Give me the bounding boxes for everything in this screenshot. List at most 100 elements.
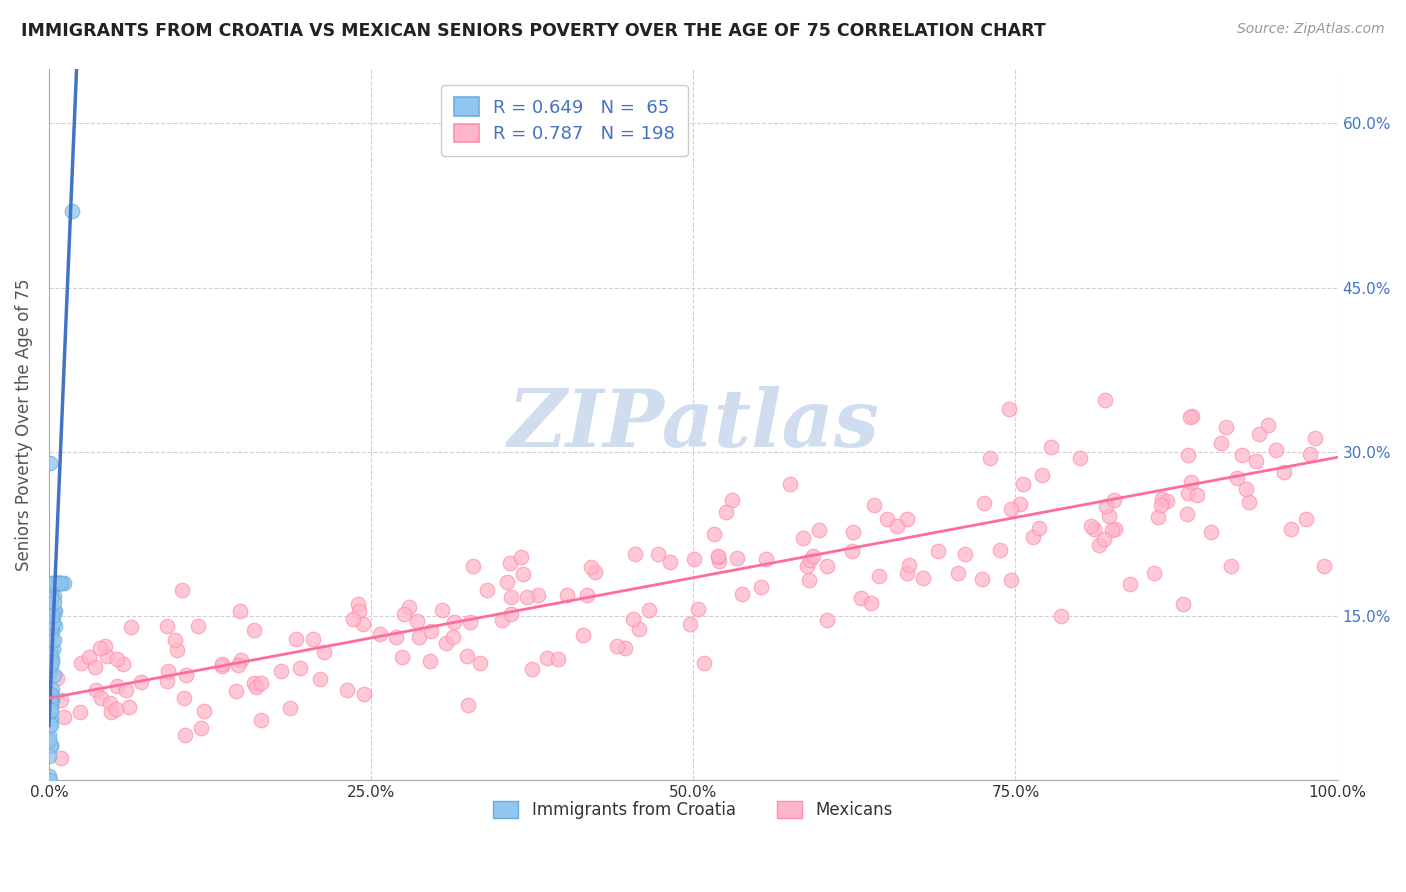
Point: [302, 632, 325, 646]
Point: [41, 613, 63, 627]
Point: [1022, 530, 1045, 544]
Point: [38, 641, 60, 656]
Point: [1226, 471, 1249, 485]
Point: [39, 699, 62, 714]
Point: [46, 576, 69, 591]
Point: [342, 612, 364, 626]
Point: [229, 604, 252, 618]
Point: [1083, 522, 1105, 536]
Text: IMMIGRANTS FROM CROATIA VS MEXICAN SENIORS POVERTY OVER THE AGE OF 75 CORRELATIO: IMMIGRANTS FROM CROATIA VS MEXICAN SENIO…: [21, 22, 1046, 40]
Point: [391, 650, 413, 665]
Point: [312, 645, 335, 659]
Point: [41, 606, 63, 620]
Point: [44, 576, 66, 591]
Point: [547, 652, 569, 666]
Point: [876, 511, 898, 525]
Point: [522, 662, 544, 676]
Point: [581, 560, 603, 574]
Point: [1257, 418, 1279, 433]
Point: [84, 660, 107, 674]
Point: [352, 617, 374, 632]
Point: [703, 527, 725, 541]
Point: [1230, 448, 1253, 462]
Point: [39, 705, 62, 719]
Point: [353, 688, 375, 702]
Point: [243, 676, 266, 690]
Point: [1010, 497, 1032, 511]
Point: [46, 576, 69, 591]
Point: [555, 588, 578, 602]
Point: [792, 531, 814, 545]
Point: [1000, 573, 1022, 587]
Point: [226, 658, 249, 673]
Point: [39, 456, 62, 470]
Point: [44, 668, 66, 682]
Point: [163, 632, 186, 647]
Point: [173, 690, 195, 705]
Point: [39, 687, 62, 701]
Point: [896, 512, 918, 526]
Point: [100, 705, 122, 719]
Point: [249, 713, 271, 727]
Point: [1050, 609, 1073, 624]
Point: [912, 571, 935, 585]
Text: ZIPatlas: ZIPatlas: [508, 385, 879, 463]
Point: [1028, 521, 1050, 535]
Point: [647, 547, 669, 561]
Point: [48, 576, 70, 591]
Point: [1295, 512, 1317, 526]
Point: [42, 576, 65, 591]
Point: [41, 624, 63, 639]
Point: [714, 506, 737, 520]
Point: [1274, 465, 1296, 479]
Point: [39, 704, 62, 718]
Point: [60, 203, 83, 218]
Point: [187, 618, 209, 632]
Point: [495, 575, 517, 590]
Point: [41, 693, 63, 707]
Point: [368, 626, 391, 640]
Point: [623, 547, 645, 561]
Point: [84, 683, 107, 698]
Point: [176, 668, 198, 682]
Point: [731, 587, 754, 601]
Y-axis label: Seniors Poverty Over the Age of 75: Seniors Poverty Over the Age of 75: [15, 278, 32, 571]
Point: [105, 679, 128, 693]
Point: [38, 773, 60, 788]
Point: [1031, 468, 1053, 483]
Point: [468, 657, 491, 671]
Point: [628, 622, 651, 636]
Point: [946, 566, 969, 580]
Point: [190, 722, 212, 736]
Point: [1147, 510, 1170, 524]
Point: [499, 607, 522, 621]
Point: [458, 615, 481, 630]
Point: [679, 617, 702, 632]
Point: [419, 624, 441, 638]
Point: [39, 703, 62, 717]
Point: [443, 615, 465, 629]
Point: [38, 717, 60, 731]
Point: [105, 701, 128, 715]
Point: [38, 749, 60, 764]
Point: [211, 659, 233, 673]
Point: [1143, 566, 1166, 580]
Point: [841, 524, 863, 539]
Point: [44, 576, 66, 591]
Point: [44, 618, 66, 632]
Point: [42, 633, 65, 648]
Point: [1303, 431, 1326, 445]
Point: [229, 653, 252, 667]
Point: [1177, 486, 1199, 500]
Point: [749, 580, 772, 594]
Point: [39, 621, 62, 635]
Point: [39, 692, 62, 706]
Point: [39, 690, 62, 705]
Point: [39, 718, 62, 732]
Point: [41, 591, 63, 606]
Point: [779, 476, 801, 491]
Point: [174, 728, 197, 742]
Point: [284, 632, 307, 647]
Point: [1237, 494, 1260, 508]
Point: [41, 615, 63, 629]
